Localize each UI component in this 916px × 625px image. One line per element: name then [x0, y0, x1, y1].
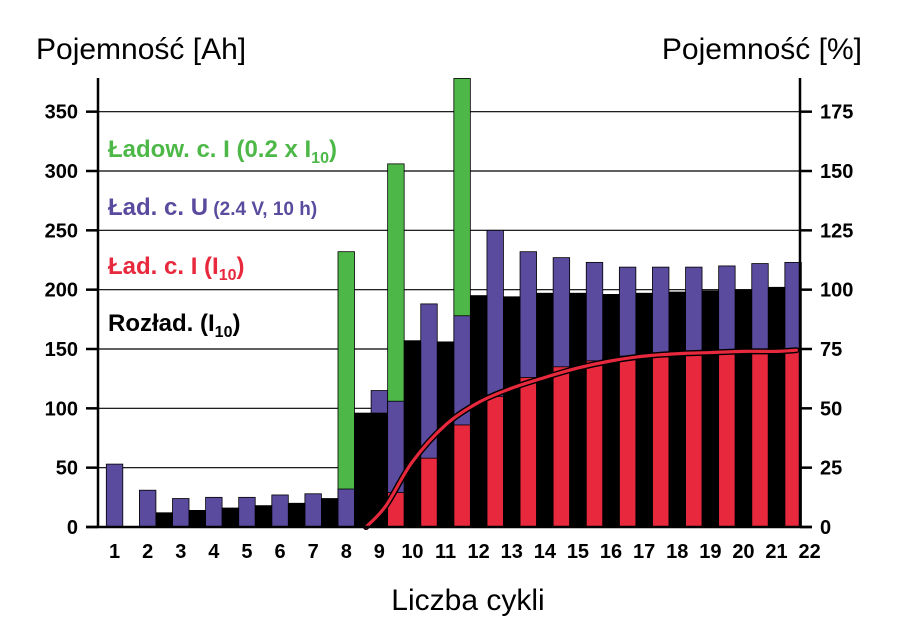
legend-green: Ładow. c. I (0.2 x I10) — [108, 136, 337, 167]
x-axis-title: Liczba cykli — [391, 584, 544, 617]
red-bar — [420, 457, 438, 528]
black-bar — [221, 507, 240, 528]
y-right-tick-label: 75 — [820, 339, 842, 361]
y-left-tick-label: 350 — [45, 102, 78, 124]
y-left-tick-label: 300 — [45, 161, 78, 183]
y-left-tick-label: 250 — [45, 220, 78, 242]
x-tick-label: 22 — [799, 541, 821, 563]
x-tick-label: 13 — [501, 541, 523, 563]
black-bar — [536, 292, 554, 528]
purple-bar — [337, 488, 355, 528]
y-right-tick-label: 50 — [820, 398, 842, 420]
black-bar — [188, 509, 206, 528]
purple-bar — [205, 496, 223, 528]
x-tick-label: 7 — [308, 541, 319, 563]
x-tick-label: 5 — [241, 541, 252, 563]
black-bar — [734, 289, 753, 528]
x-tick-label: 14 — [534, 541, 557, 563]
red-bar — [618, 355, 637, 528]
purple-bar — [105, 463, 124, 528]
x-tick-label: 15 — [567, 541, 589, 563]
legend-red: Ład. c. I (I10) — [108, 253, 244, 284]
black-bar — [469, 295, 488, 528]
y-right-tick-label: 100 — [820, 280, 853, 302]
y-left-tick-label: 100 — [45, 398, 78, 420]
purple-bar — [138, 489, 157, 528]
x-tick-label: 3 — [175, 541, 186, 563]
black-bar — [503, 296, 521, 528]
red-bar — [486, 396, 504, 528]
y-right-tick-label: 0 — [820, 517, 831, 539]
black-bar — [403, 340, 422, 528]
red-bar — [652, 353, 670, 528]
x-tick-label: 12 — [468, 541, 490, 563]
purple-bar — [238, 496, 256, 528]
y-left-tick-label: 50 — [56, 458, 78, 480]
black-bar — [155, 512, 173, 528]
black-bar — [602, 294, 620, 528]
y-right-tick-label: 25 — [820, 458, 842, 480]
legend: Ładow. c. I (0.2 x I10) Ład. c. U (2.4 V,… — [108, 136, 337, 341]
x-tick-label: 9 — [374, 541, 385, 563]
red-bar — [685, 352, 703, 528]
y-right-axis-title: Pojemność [%] — [662, 33, 862, 66]
x-tick-label: 16 — [600, 541, 622, 563]
purple-bar — [172, 498, 190, 528]
y-right-tick-label: 175 — [820, 102, 853, 124]
black-bar — [767, 286, 786, 528]
y-left-tick-label: 150 — [45, 339, 78, 361]
x-tick-label: 8 — [341, 541, 352, 563]
purple-bar — [271, 494, 289, 528]
y-left-tick-label: 0 — [67, 517, 78, 539]
black-bar — [569, 292, 587, 528]
curve-line — [364, 348, 799, 529]
capacity-curve — [363, 347, 800, 530]
x-tick-label: 20 — [732, 541, 754, 563]
purple-bar — [304, 493, 322, 528]
y-right-tick-label: 125 — [820, 220, 853, 242]
axes: 0501001502002503003500255075100125150175… — [45, 78, 853, 563]
x-tick-label: 18 — [666, 541, 688, 563]
x-tick-label: 21 — [765, 541, 787, 563]
red-bar — [552, 366, 571, 528]
black-bar — [701, 290, 719, 528]
red-bar — [519, 377, 537, 528]
red-bar — [718, 350, 736, 528]
legend-black: Rozład. (I10) — [108, 310, 240, 341]
x-tick-label: 11 — [435, 541, 456, 563]
x-tick-label: 19 — [699, 541, 721, 563]
legend-purple: Ład. c. U (2.4 V, 10 h) — [108, 194, 317, 221]
red-bar — [585, 360, 604, 528]
green-bar — [337, 251, 355, 528]
y-right-tick-label: 150 — [820, 161, 853, 183]
red-bar — [751, 350, 769, 528]
x-tick-label: 1 — [109, 541, 120, 563]
black-bar — [635, 292, 653, 528]
y-left-axis-title: Pojemność [Ah] — [36, 33, 246, 66]
black-bar — [287, 502, 306, 528]
x-tick-label: 6 — [274, 541, 285, 563]
black-bar — [668, 291, 686, 528]
y-left-tick-label: 200 — [45, 280, 78, 302]
black-bar — [254, 505, 273, 528]
x-tick-label: 10 — [401, 541, 423, 563]
black-bar — [354, 412, 372, 528]
x-tick-label: 4 — [208, 541, 220, 563]
black-bar — [321, 498, 339, 528]
x-tick-label: 17 — [633, 541, 655, 563]
red-bar — [453, 424, 471, 528]
x-tick-label: 2 — [142, 541, 153, 563]
